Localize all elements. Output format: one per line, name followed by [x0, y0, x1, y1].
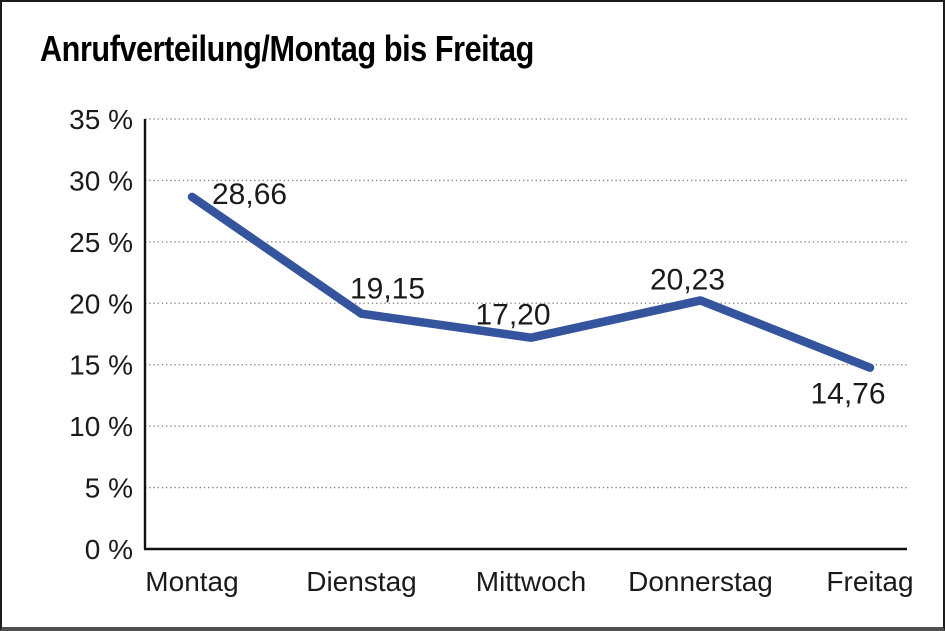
- data-point-label: 19,15: [350, 273, 425, 306]
- x-axis-label: Donnerstag: [628, 566, 773, 597]
- data-point-label: 17,20: [475, 299, 550, 332]
- y-axis-tick-label: 15 %: [69, 350, 133, 381]
- y-axis-tick-label: 35 %: [69, 104, 133, 135]
- data-point-label: 14,76: [810, 378, 885, 411]
- data-series-line: [187, 192, 875, 372]
- y-axis-tick-label: 25 %: [69, 227, 133, 258]
- y-axis-tick-label: 30 %: [69, 165, 133, 196]
- y-axis-tick-label: 20 %: [69, 288, 133, 319]
- x-axis-label: Mittwoch: [476, 566, 586, 597]
- y-axis-tick-label: 0 %: [85, 534, 133, 565]
- y-axis-tick-label: 10 %: [69, 411, 133, 442]
- y-axis-tick-label: 5 %: [85, 473, 133, 504]
- x-axis-label: Montag: [145, 566, 238, 597]
- data-point-label: 20,23: [650, 263, 725, 296]
- x-axis-label: Freitag: [826, 566, 913, 597]
- x-axis-label: Dienstag: [306, 566, 417, 597]
- data-point-label: 28,66: [212, 178, 287, 211]
- chart-title: Anrufverteilung/Montag bis Freitag: [40, 28, 534, 69]
